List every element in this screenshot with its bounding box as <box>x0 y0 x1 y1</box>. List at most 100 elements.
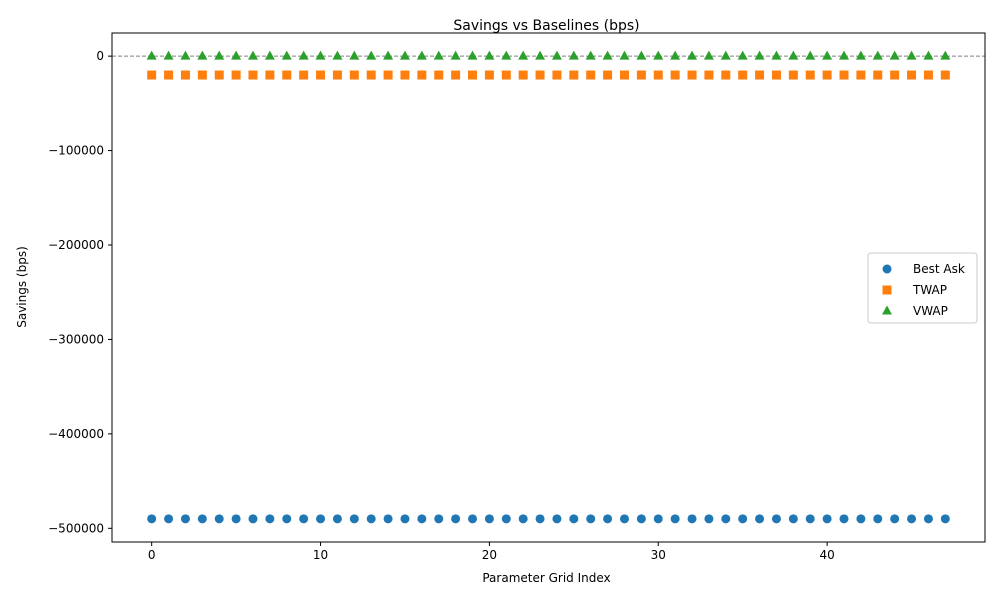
y-tick-label: 0 <box>96 49 104 63</box>
data-point <box>282 70 292 80</box>
data-point <box>180 514 190 524</box>
data-point <box>551 50 562 60</box>
data-point <box>366 70 376 80</box>
data-point <box>400 514 410 524</box>
data-point <box>839 50 850 60</box>
data-point <box>737 50 748 60</box>
data-point <box>147 70 157 80</box>
data-point <box>636 70 646 80</box>
data-point <box>788 70 798 80</box>
data-point <box>721 514 731 524</box>
data-point <box>416 50 427 60</box>
data-point <box>687 50 698 60</box>
data-point <box>670 70 680 80</box>
y-tick-label: −300000 <box>48 332 104 346</box>
data-point <box>265 70 275 80</box>
data-point <box>704 514 714 524</box>
data-point <box>197 70 207 80</box>
data-point <box>535 514 545 524</box>
y-tick-label: −200000 <box>48 238 104 252</box>
data-point <box>822 70 832 80</box>
data-point <box>197 50 208 60</box>
data-point <box>281 50 292 60</box>
data-point <box>890 70 900 80</box>
data-point <box>315 50 326 60</box>
data-point <box>433 50 444 60</box>
data-point <box>569 514 579 524</box>
data-point <box>484 50 495 60</box>
data-point <box>738 70 748 80</box>
data-point <box>299 70 309 80</box>
data-point <box>754 50 765 60</box>
data-point <box>164 70 174 80</box>
data-point <box>450 50 461 60</box>
data-point <box>299 514 309 524</box>
data-point <box>265 514 275 524</box>
data-point <box>214 50 225 60</box>
data-point <box>400 70 410 80</box>
data-point <box>720 50 731 60</box>
data-point <box>180 50 191 60</box>
data-point <box>282 514 292 524</box>
data-point <box>247 50 258 60</box>
data-point <box>603 514 613 524</box>
data-point <box>771 50 782 60</box>
legend-label: TWAP <box>912 283 947 297</box>
data-point <box>603 70 613 80</box>
data-point <box>417 514 427 524</box>
data-point <box>687 514 697 524</box>
data-point <box>434 70 444 80</box>
y-axis-label: Savings (bps) <box>15 246 29 328</box>
data-point <box>839 514 849 524</box>
data-point <box>805 70 815 80</box>
data-point <box>923 514 933 524</box>
series-best-ask <box>147 514 950 524</box>
data-point <box>856 70 866 80</box>
data-point <box>214 514 224 524</box>
data-point <box>940 70 950 80</box>
data-point <box>366 514 376 524</box>
data-point <box>535 70 545 80</box>
data-point <box>467 50 478 60</box>
legend-label: Best Ask <box>913 262 965 276</box>
data-point <box>889 50 900 60</box>
data-point <box>231 50 242 60</box>
chart-title: Savings vs Baselines (bps) <box>453 18 639 34</box>
data-point <box>383 514 393 524</box>
data-point <box>501 70 511 80</box>
data-point <box>940 514 950 524</box>
data-point <box>332 50 343 60</box>
data-point <box>788 50 799 60</box>
data-point <box>872 50 883 60</box>
legend: Best Ask TWAP VWAP <box>867 252 978 324</box>
data-point <box>332 514 342 524</box>
data-point <box>214 70 224 80</box>
data-point <box>399 50 410 60</box>
data-point <box>264 50 275 60</box>
data-point <box>552 70 562 80</box>
data-point <box>670 50 681 60</box>
data-point <box>755 70 765 80</box>
data-point <box>586 70 596 80</box>
data-point <box>383 70 393 80</box>
data-point <box>855 50 866 60</box>
data-point <box>940 50 951 60</box>
data-point <box>822 50 833 60</box>
data-point <box>636 514 646 524</box>
series-vwap <box>146 50 951 60</box>
data-point <box>873 514 883 524</box>
y-tick-label: −500000 <box>48 521 104 535</box>
data-point <box>468 514 478 524</box>
data-point <box>417 70 427 80</box>
data-point <box>788 514 798 524</box>
data-point <box>805 50 816 60</box>
data-point <box>805 514 815 524</box>
data-point <box>923 70 933 80</box>
data-point <box>619 514 629 524</box>
data-point <box>366 50 377 60</box>
data-point <box>856 514 866 524</box>
data-point <box>197 514 207 524</box>
data-point <box>636 50 647 60</box>
data-point <box>771 514 781 524</box>
